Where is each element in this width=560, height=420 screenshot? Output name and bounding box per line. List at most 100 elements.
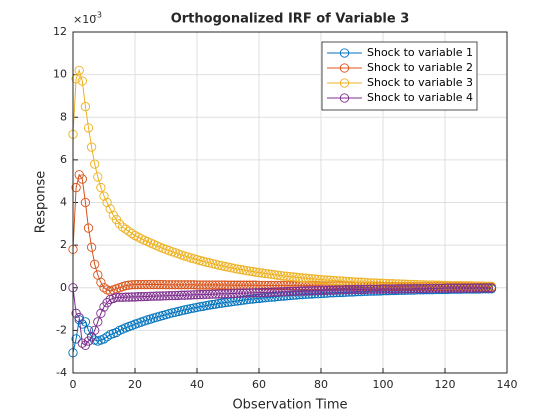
- data-point: [152, 291, 162, 301]
- data-point: [204, 289, 215, 300]
- data-point: [260, 268, 270, 279]
- data-point: [142, 291, 153, 302]
- data-point: [248, 266, 258, 277]
- data-point: [443, 280, 453, 291]
- data-point: [121, 292, 131, 302]
- data-point: [350, 284, 360, 295]
- data-point: [164, 290, 174, 301]
- data-point: [471, 283, 481, 293]
- data-point: [291, 286, 301, 297]
- data-point: [173, 306, 184, 317]
- data-point: [297, 286, 308, 296]
- data-point: [375, 278, 385, 288]
- data-point: [173, 280, 184, 290]
- data-point: [359, 284, 370, 295]
- data-point: [294, 286, 304, 296]
- data-point: [77, 319, 87, 329]
- data-point: [223, 262, 233, 272]
- data-point: [217, 280, 227, 290]
- data-point: [455, 280, 466, 291]
- data-point: [307, 286, 317, 296]
- data-point: [173, 290, 184, 301]
- x-tick-label: 100: [373, 378, 394, 391]
- legend: Shock to variable 1 Shock to variable 2 Sh…: [321, 41, 478, 111]
- data-point: [316, 275, 326, 285]
- data-point: [272, 287, 283, 297]
- data-point: [77, 338, 87, 348]
- data-point: [102, 298, 112, 308]
- data-point: [152, 279, 162, 290]
- data-point: [285, 272, 295, 282]
- data-point: [148, 279, 159, 290]
- data-point: [465, 281, 475, 291]
- data-point: [378, 278, 388, 288]
- data-point: [276, 270, 286, 281]
- data-point: [124, 280, 134, 290]
- y-tick-label: 6: [60, 153, 67, 166]
- data-point: [387, 279, 397, 289]
- data-point: [297, 273, 308, 283]
- data-point: [282, 280, 292, 291]
- data-point: [254, 293, 264, 304]
- data-point: [214, 289, 224, 299]
- data-point: [288, 272, 298, 282]
- data-point: [214, 260, 224, 270]
- data-point: [99, 283, 109, 293]
- data-point: [260, 293, 270, 303]
- data-point: [291, 272, 301, 282]
- data-point: [83, 123, 94, 133]
- data-point: [189, 280, 199, 290]
- data-point: [86, 142, 97, 152]
- data-point: [338, 285, 348, 295]
- legend-label: Shock to variable 2: [367, 61, 473, 74]
- data-point: [220, 261, 230, 272]
- data-point: [384, 279, 394, 289]
- data-point: [458, 283, 469, 293]
- data-point: [99, 191, 109, 201]
- data-point: [238, 288, 249, 298]
- x-tick-label: 140: [497, 378, 518, 391]
- data-point: [276, 280, 286, 291]
- data-point: [210, 280, 221, 290]
- data-point: [192, 302, 202, 313]
- data-point: [226, 263, 236, 273]
- data-point: [353, 286, 363, 297]
- data-point: [248, 288, 258, 298]
- data-point: [99, 334, 109, 344]
- data-point: [313, 274, 323, 285]
- data-point: [446, 280, 456, 291]
- data-point: [117, 222, 128, 232]
- data-point: [272, 280, 283, 291]
- data-point: [161, 291, 171, 301]
- data-point: [434, 280, 444, 290]
- data-point: [341, 285, 351, 295]
- data-point: [403, 281, 413, 292]
- data-point: [316, 285, 326, 296]
- data-point: [158, 279, 168, 290]
- data-point: [96, 277, 106, 288]
- data-point: [257, 293, 267, 303]
- data-point: [223, 289, 233, 299]
- data-point: [390, 284, 401, 294]
- data-point: [427, 283, 438, 294]
- data-point: [189, 303, 199, 313]
- data-point: [195, 302, 205, 312]
- data-point: [86, 332, 97, 342]
- data-point: [83, 325, 94, 336]
- data-point: [328, 275, 339, 286]
- data-point: [269, 292, 280, 302]
- data-point: [288, 286, 298, 297]
- data-point: [238, 265, 249, 275]
- y-multiplier-exponent: -3: [94, 11, 102, 20]
- data-point: [437, 280, 447, 291]
- data-point: [347, 287, 357, 297]
- y-tick-label: -4: [56, 366, 67, 379]
- data-point: [195, 289, 205, 300]
- data-point: [474, 283, 484, 293]
- data-point: [331, 276, 342, 286]
- data-point: [260, 287, 270, 298]
- data-point: [186, 290, 196, 300]
- data-point: [319, 275, 329, 285]
